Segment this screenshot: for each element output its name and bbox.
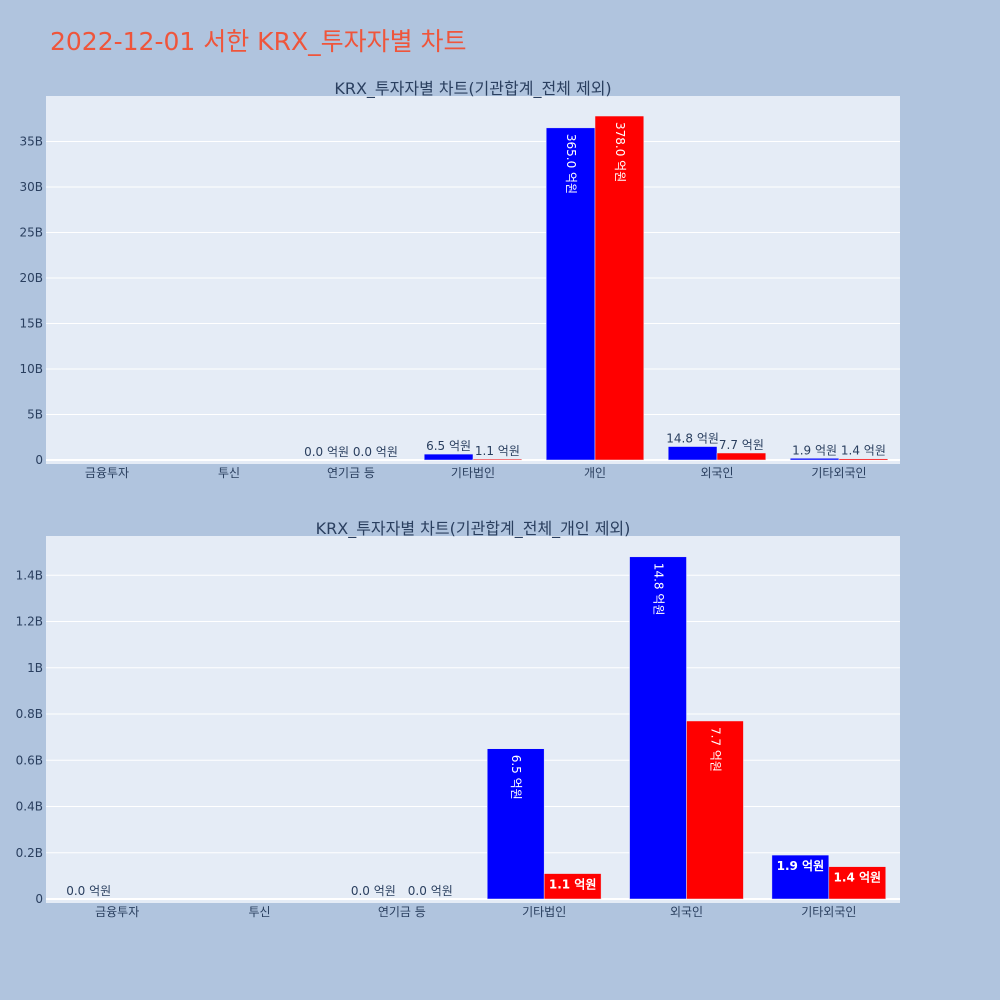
bar	[828, 866, 887, 900]
y-tick-label: 35B	[19, 135, 43, 149]
y-tick-label: 25B	[19, 226, 43, 240]
bar	[594, 115, 645, 461]
y-tick-label: 15B	[19, 317, 43, 331]
x-tick-label: 기타법인	[451, 466, 495, 480]
bar	[545, 127, 596, 461]
x-tick-label: 연기금 등	[327, 466, 375, 480]
y-tick-label: 5B	[27, 408, 43, 422]
data-label: 1.1 억원	[549, 878, 597, 892]
data-label: 0.0 억원	[304, 445, 349, 459]
data-label: 6.5 억원	[426, 439, 471, 453]
x-axis-ticks: 금융투자 투신 연기금 등 기타법인 개인 외국인 기타외국인	[85, 466, 867, 480]
plot-background	[46, 96, 900, 464]
y-tick-label: 0.8B	[16, 707, 43, 721]
data-label: 365.0 억원	[564, 134, 578, 194]
data-label: 0.0 억원	[66, 884, 111, 898]
bar	[472, 458, 523, 461]
y-tick-label: 0	[35, 453, 43, 467]
bar	[486, 748, 545, 900]
chart-investor-excl-institutions: KRX_투자자별 차트(기관합계_전체 제외) 0 5B 10B 15B 20B 25B 3…	[19, 79, 900, 480]
chart-title: KRX_투자자별 차트(기관합계_전체_개인 제외)	[316, 519, 631, 539]
data-labels: 0.0 억원 0.0 억원 0.0 억원 6.5 억원 1.1 억원 14.8 억원 7.7…	[66, 563, 881, 898]
y-tick-label: 1.4B	[16, 568, 43, 582]
data-label: 1.4 억원	[841, 444, 886, 458]
data-label: 1.1 억원	[475, 444, 520, 458]
bar	[543, 873, 602, 900]
y-tick-label: 20B	[19, 271, 43, 285]
chart-title: KRX_투자자별 차트(기관합계_전체 제외)	[334, 79, 611, 99]
data-label: 14.8 억원	[652, 563, 666, 616]
y-tick-label: 30B	[19, 180, 43, 194]
x-tick-label: 금융투자	[95, 905, 139, 919]
bars	[423, 115, 889, 461]
bar	[716, 452, 767, 461]
bar	[686, 720, 744, 900]
data-label: 0.0 억원	[351, 884, 396, 898]
x-tick-label: 외국인	[670, 905, 703, 919]
y-tick-label: 1B	[27, 661, 43, 675]
y-tick-label: 0.4B	[16, 800, 43, 814]
y-axis-ticks: 0 5B 10B 15B 20B 25B 30B 35B	[19, 135, 43, 468]
plot-background	[46, 536, 900, 903]
chart-investor-excl-institutions-individuals: KRX_투자자별 차트(기관합계_전체_개인 제외) 0 0.2B 0.4B 0.6B…	[16, 519, 900, 919]
data-label: 7.7 억원	[719, 438, 764, 452]
x-axis-ticks: 금융투자 투신 연기금 등 기타법인 외국인 기타외국인	[95, 905, 856, 919]
y-tick-label: 0.6B	[16, 753, 43, 767]
bar	[789, 458, 840, 461]
data-label: 1.9 억원	[777, 859, 825, 873]
y-axis-ticks: 0 0.2B 0.4B 0.6B 0.8B 1B 1.2B 1.4B	[16, 568, 43, 906]
x-tick-label: 기타외국인	[801, 905, 856, 919]
bar	[423, 453, 474, 461]
data-labels: 0.0 억원 0.0 억원 6.5 억원 1.1 억원 365.0 억원 378.0 억원…	[304, 122, 886, 459]
bar	[629, 556, 687, 900]
y-tick-label: 0	[35, 892, 43, 906]
y-tick-label: 10B	[19, 362, 43, 376]
x-tick-label: 외국인	[700, 466, 733, 480]
data-label: 14.8 억원	[666, 432, 719, 446]
x-tick-label: 금융투자	[85, 466, 129, 480]
x-tick-label: 기타법인	[522, 905, 566, 919]
page-title: 2022-12-01 서한 KRX_투자자별 차트	[50, 27, 467, 56]
data-label: 0.0 억원	[353, 445, 398, 459]
data-label: 1.4 억원	[834, 871, 882, 885]
data-label: 6.5 억원	[509, 755, 523, 800]
y-tick-label: 0.2B	[16, 846, 43, 860]
data-label: 0.0 억원	[408, 884, 453, 898]
x-tick-label: 기타외국인	[811, 466, 866, 480]
x-tick-label: 투신	[218, 466, 240, 480]
x-tick-label: 개인	[584, 466, 606, 480]
bar	[667, 446, 718, 461]
data-label: 7.7 억원	[708, 727, 722, 772]
y-tick-label: 1.2B	[16, 615, 43, 629]
data-label: 378.0 억원	[613, 122, 627, 182]
bar	[838, 458, 889, 461]
gridlines	[46, 574, 900, 900]
x-tick-label: 투신	[248, 905, 270, 919]
data-label: 1.9 억원	[792, 443, 837, 457]
x-tick-label: 연기금 등	[378, 905, 426, 919]
bars	[486, 556, 887, 900]
bar	[771, 854, 830, 900]
